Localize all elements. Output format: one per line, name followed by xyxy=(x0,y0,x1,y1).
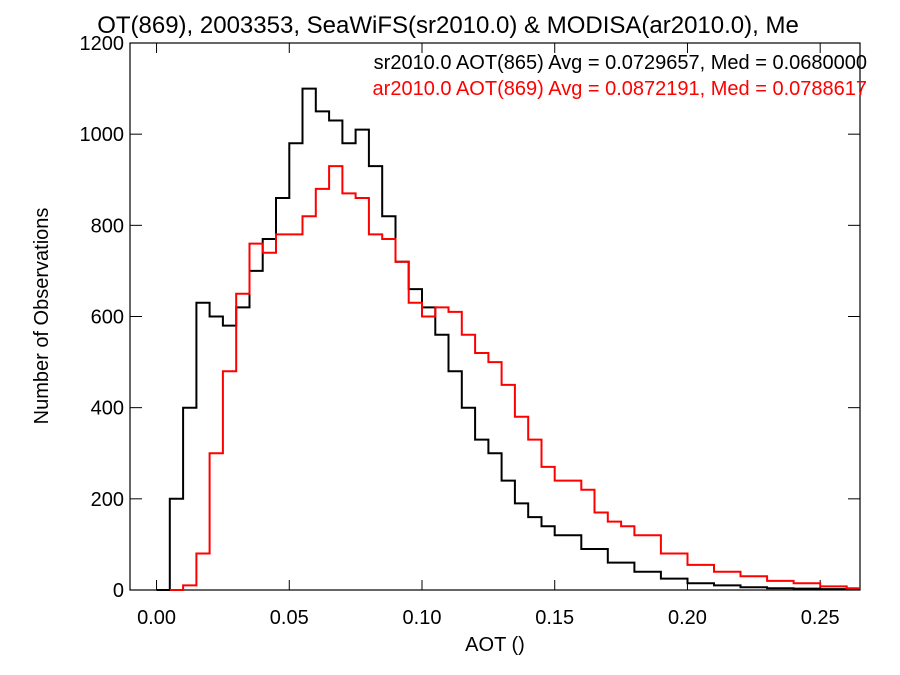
y-tick-label: 1200 xyxy=(80,33,125,55)
axis-ticks: 0.00 0.05 0.10 0.15 0.20 0.25 0 200 400 600 800 100… xyxy=(80,33,860,629)
plot-frame xyxy=(129,42,861,591)
y-tick-label: 800 xyxy=(91,215,124,237)
y-tick-label: 0 xyxy=(113,580,124,602)
y-tick-label: 200 xyxy=(91,489,124,511)
x-tick-label: 0.15 xyxy=(535,607,574,629)
x-tick-label: 0.00 xyxy=(137,607,176,629)
y-axis-label: Number of Observations xyxy=(31,208,53,425)
x-tick-label: 0.20 xyxy=(668,607,707,629)
x-axis-label: AOT () xyxy=(465,634,525,656)
legend-entry-2: ar2010.0 AOT(869) Avg = 0.0872191, Med =… xyxy=(373,78,867,100)
x-tick-label: 0.10 xyxy=(403,607,442,629)
legend-entry-1: sr2010.0 AOT(865) Avg = 0.0729657, Med =… xyxy=(374,52,867,74)
y-tick-label: 400 xyxy=(91,398,124,420)
series-layer xyxy=(156,87,860,591)
series-line-1 xyxy=(156,87,860,591)
y-tick-label: 1000 xyxy=(80,124,125,146)
x-tick-label: 0.05 xyxy=(270,607,309,629)
chart-title: OT(869), 2003353, SeaWiFS(sr2010.0) & MO… xyxy=(97,12,799,39)
x-tick-label: 0.25 xyxy=(801,607,840,629)
y-tick-label: 600 xyxy=(91,307,124,329)
series-line-2 xyxy=(169,165,860,591)
legend: sr2010.0 AOT(865) Avg = 0.0729657, Med =… xyxy=(373,52,867,100)
